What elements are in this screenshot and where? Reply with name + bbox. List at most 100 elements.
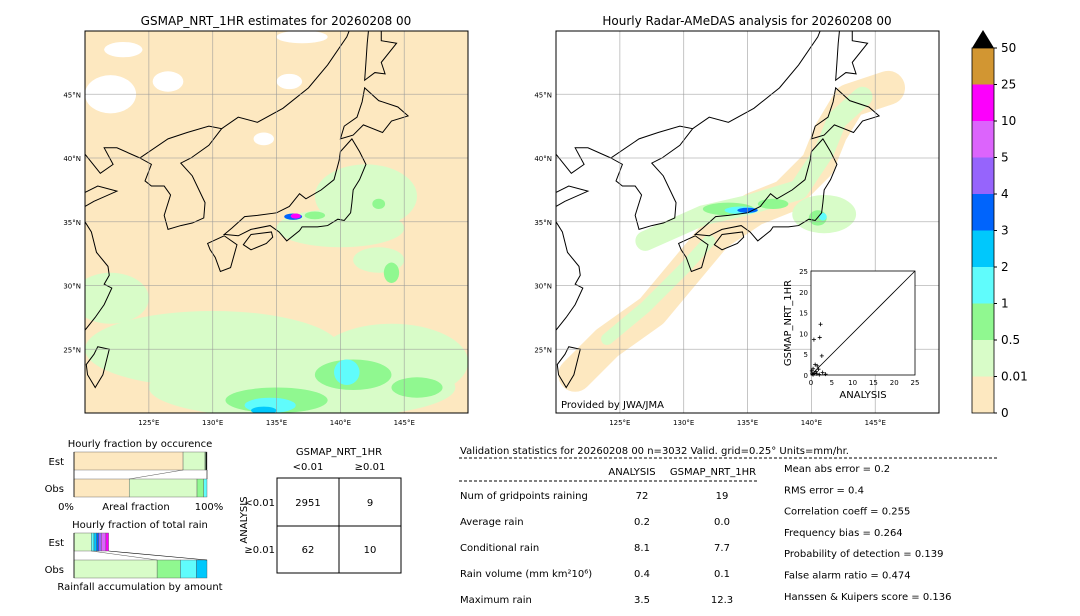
rain-area <box>251 406 277 413</box>
stats-row-label: Num of gridpoints raining <box>460 491 588 502</box>
contingency-table: GSMAP_NRT_1HR <0.01 ≥0.01 ANALYSIS <0.01… <box>239 447 402 574</box>
coastline-kyushu <box>206 235 238 273</box>
contingency-cell: 62 <box>302 545 315 556</box>
stats-gsmap-value: 0.1 <box>714 569 730 580</box>
stats-row-label: Maximum rain <box>460 595 532 606</box>
colorbar-segment <box>972 267 994 304</box>
lon-tick-label: 145°E <box>865 419 886 427</box>
right-map-title: Hourly Radar-AMeDAS analysis for 2026020… <box>602 14 891 28</box>
bar-segment-obs <box>128 478 198 498</box>
bar-connector <box>129 469 184 480</box>
bar-segment-obs <box>156 559 181 579</box>
no-data-patch <box>276 31 328 44</box>
colorbar-tick-label: 10 <box>1001 114 1016 128</box>
scatter-ylabel: GSMAP_NRT_1HR <box>783 280 794 366</box>
stats-analysis-value: 72 <box>636 491 649 502</box>
rain-area <box>391 377 443 398</box>
lon-tick-label: 135°E <box>737 419 758 427</box>
colorbar-extend-arrow <box>972 30 994 48</box>
scatter-point <box>819 353 824 358</box>
bar-segment-est <box>73 451 184 471</box>
scatter-point <box>813 362 818 367</box>
bar-segment-est <box>96 532 99 552</box>
stats-gsmap-value: 12.3 <box>711 595 733 606</box>
bar-segment-est <box>93 532 97 552</box>
scatter-y-tick: 20 <box>799 289 808 297</box>
colorbar-segment <box>972 340 994 377</box>
coastline-russia <box>692 31 821 130</box>
lat-tick-label: 30°N <box>534 283 552 291</box>
contingency-col-label: ≥0.01 <box>355 462 386 473</box>
map-frame <box>84 30 469 414</box>
scatter-point <box>815 363 820 368</box>
scatter-x-tick: 20 <box>890 379 899 387</box>
left-map-gsmap: 125°E 130°E 135°E 140°E 145°E 45°N 40°N 35°N 30°… <box>63 30 469 427</box>
stats-header: Validation statistics for 20260208 00 n=… <box>460 446 849 457</box>
lat-tick-label: 40°N <box>534 155 552 163</box>
coastline-shikoku <box>713 231 745 251</box>
bar-category-label: Obs <box>45 484 64 495</box>
bar-segment-est <box>205 451 208 471</box>
no-data-patch <box>104 41 143 58</box>
coastline-honshu <box>222 138 367 242</box>
stats-analysis-value: 0.2 <box>634 517 650 528</box>
scatter-point <box>811 337 816 342</box>
colorbar-tick-label: 2 <box>1001 260 1009 274</box>
coastline-china <box>556 221 584 331</box>
no-data-patch <box>152 71 184 92</box>
bar-segment-est <box>98 532 102 552</box>
map-frame <box>555 30 940 414</box>
bar-segment-est <box>101 532 107 552</box>
stats-gsmap-value: 0.0 <box>714 517 730 528</box>
data-credit: Provided by JWA/JMA <box>561 400 664 411</box>
contingency-cell: 10 <box>364 545 377 556</box>
bar-segment-obs <box>73 559 158 579</box>
scatter-x-tick: 25 <box>911 379 920 387</box>
colorbar-segment <box>972 194 994 231</box>
lon-tick-label: 135°E <box>266 419 287 427</box>
scatter-y-tick: 5 <box>804 351 808 359</box>
rain-fraction-chart: Est Obs <box>45 532 208 579</box>
colorbar-tick-label: 5 <box>1001 151 1009 165</box>
colorbar-segment <box>972 157 994 194</box>
scatter-y-tick: 0 <box>804 372 808 380</box>
colorbar-segment <box>972 303 994 340</box>
bar-segment-obs <box>203 478 208 498</box>
bar-segment-obs <box>73 478 130 498</box>
scatter-y-tick: 15 <box>799 310 808 318</box>
colorbar-segment <box>972 376 994 413</box>
rain-area <box>334 359 360 385</box>
rain-area <box>304 211 326 220</box>
no-data-patch <box>276 73 303 90</box>
colorbar: 0 0.01 0.5 1 2 3 4 5 10 25 50 <box>971 30 1028 420</box>
scatter-y-tick: 10 <box>799 330 808 338</box>
scatter-point <box>811 366 816 371</box>
lon-tick-label: 125°E <box>609 419 630 427</box>
colorbar-segment <box>972 121 994 158</box>
colorbar-tick-label: 4 <box>1001 187 1009 201</box>
score-line: Frequency bias = 0.264 <box>784 528 903 539</box>
lat-tick-label: 35°N <box>63 219 81 227</box>
bar-segment-obs <box>196 559 208 579</box>
contingency-row-title: ANALYSIS <box>239 496 250 543</box>
occurrence-title: Hourly fraction by occurence <box>68 439 212 450</box>
stats-row-label: Conditional rain <box>460 543 539 554</box>
coastline-china <box>85 221 113 331</box>
coastline-taiwan <box>556 346 581 389</box>
bar-segment-est <box>73 532 92 552</box>
coastline-taiwan <box>85 346 110 389</box>
stats-row-label: Average rain <box>460 517 524 528</box>
scatter-point <box>817 335 822 340</box>
coastline-honshu <box>693 138 838 242</box>
bar-category-label: Obs <box>45 565 64 576</box>
coastline-korea <box>609 125 694 231</box>
scatter-point <box>816 367 821 372</box>
rain-area <box>757 198 789 209</box>
rain-band <box>635 86 873 251</box>
colorbar-tick-label: 3 <box>1001 224 1009 238</box>
bar-connector <box>91 550 158 561</box>
bar-category-label: Est <box>49 457 65 468</box>
scatter-x-tick: 10 <box>848 379 857 387</box>
colorbar-segment <box>972 84 994 121</box>
scatter-x-tick: 15 <box>869 379 878 387</box>
